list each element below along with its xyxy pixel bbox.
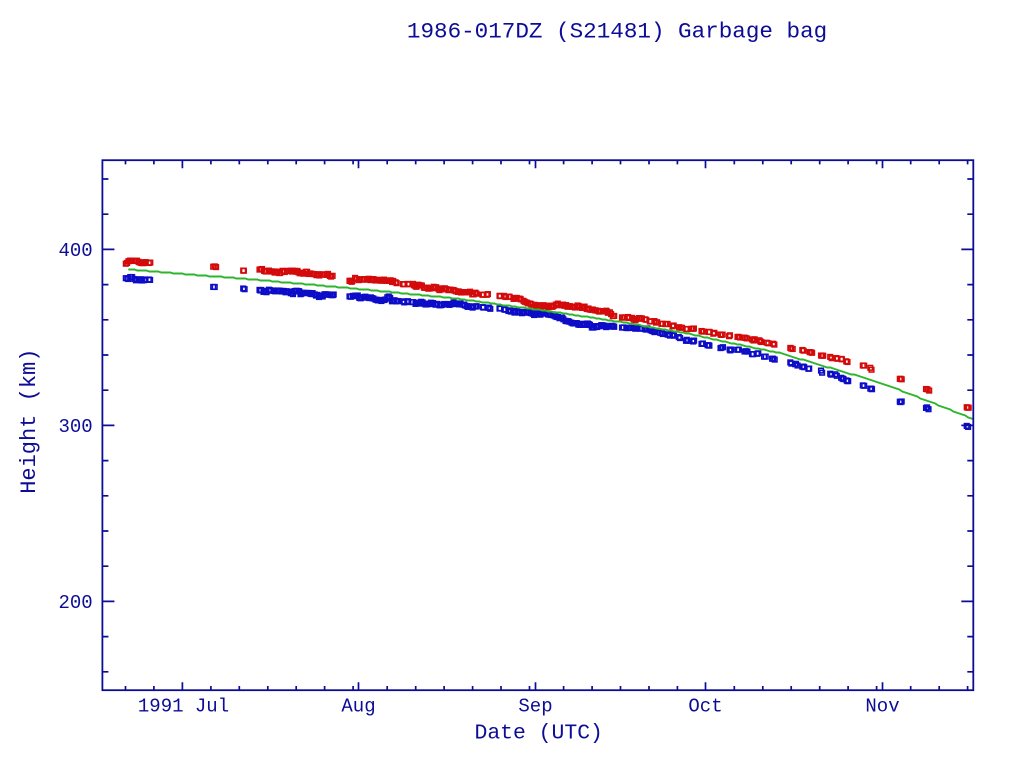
svg-text:Nov: Nov xyxy=(865,696,899,718)
svg-text:300: 300 xyxy=(58,416,92,438)
svg-text:1991 Jul: 1991 Jul xyxy=(138,696,229,718)
svg-text:Height (km): Height (km) xyxy=(17,349,42,494)
svg-text:400: 400 xyxy=(58,240,92,262)
svg-text:1986-017DZ (S21481) Garbage ba: 1986-017DZ (S21481) Garbage bag xyxy=(407,19,827,45)
svg-text:Oct: Oct xyxy=(688,696,722,718)
svg-text:200: 200 xyxy=(58,592,92,614)
svg-text:Date (UTC): Date (UTC) xyxy=(475,721,603,745)
svg-text:Aug: Aug xyxy=(341,696,375,718)
svg-text:Sep: Sep xyxy=(518,696,552,718)
